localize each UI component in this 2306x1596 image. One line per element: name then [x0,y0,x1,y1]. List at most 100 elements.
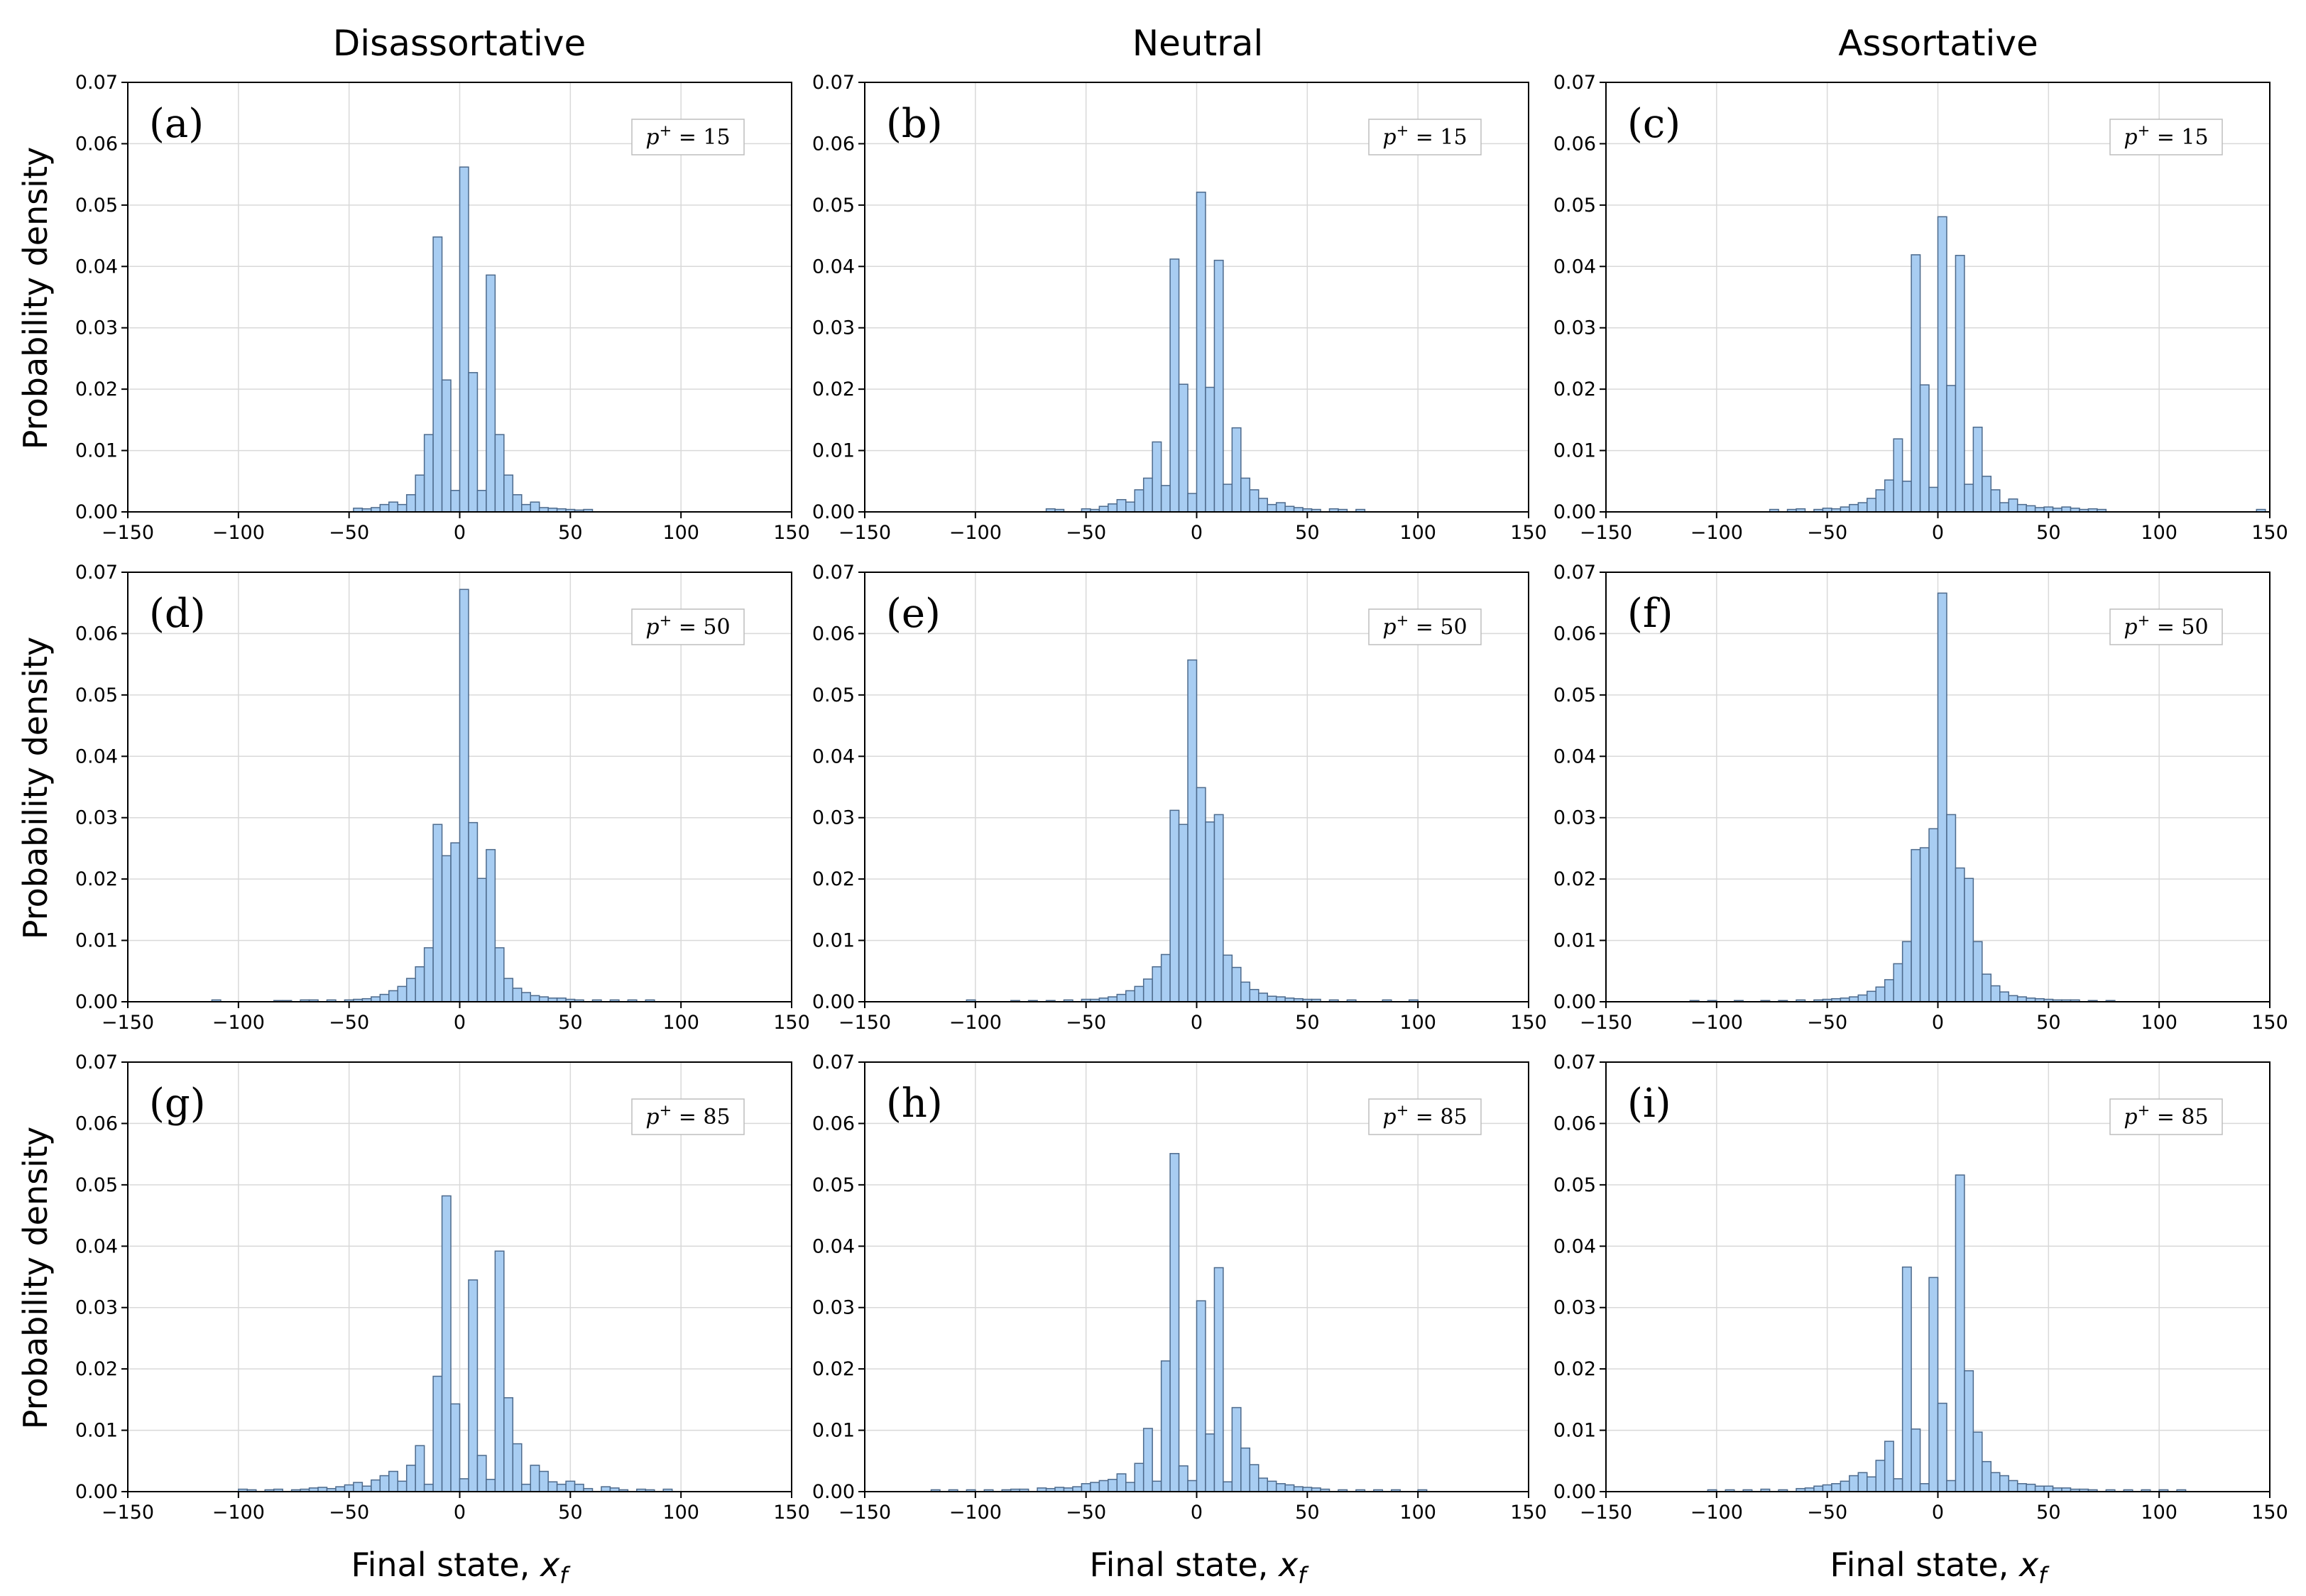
histogram-bar [494,434,505,513]
legend-box [2109,1098,2223,1135]
histogram-bar [1267,995,1277,1002]
y-ticks: 0.00 0.01 0.02 0.03 0.04 0.05 0.06 0.07 [1553,72,1606,523]
histogram-bar [1258,993,1268,1002]
y-tick-label: 0.06 [812,623,855,645]
histogram-bar [1893,963,1903,1002]
histogram-bar [1160,485,1171,513]
histogram-bar [565,1480,576,1492]
legend-superscript: + [1397,1102,1409,1119]
x-tick-label: 0 [1932,1012,1944,1034]
legend-box [1368,1098,1482,1135]
histogram-bar [1990,985,2001,1002]
histogram-bar [423,947,434,1002]
x-tick-label: −100 [949,522,1002,544]
histogram-bar [1116,498,1127,513]
y-tick-label: 0.04 [75,256,118,278]
y-tick-label: 0.06 [1553,133,1596,155]
x-tick-label: 150 [773,1502,810,1524]
legend-text: p+ = 50 [2124,612,2208,640]
x-tick-label: −50 [1066,522,1106,544]
y-tick-label: 0.05 [1553,195,1596,217]
x-ticks: −150 −100 −50 0 50 100 150 [838,512,1547,544]
histogram-bar [1116,1473,1127,1492]
histogram-bar [415,1445,425,1492]
y-ticks: 0.00 0.01 0.02 0.03 0.04 0.05 0.06 0.07 [812,72,865,523]
x-tick-label: −100 [1690,1502,1743,1524]
histogram-bar [1911,848,1921,1002]
y-tick-label: 0.07 [812,562,855,584]
y-tick-label: 0.02 [75,868,118,890]
legend-box [631,1098,745,1135]
histogram-bar [1258,1477,1268,1492]
x-ticks: −150 −100 −50 0 50 100 150 [102,1002,810,1034]
x-tick-label: −100 [212,1012,265,1034]
y-tick-label: 0.04 [75,1235,118,1257]
x-ticks: −150 −100 −50 0 50 100 150 [1580,1002,2288,1034]
histogram-bar [405,494,416,513]
histogram-bar [1813,1485,1824,1492]
y-tick-label: 0.06 [1553,1113,1596,1135]
histogram-bar [476,878,487,1002]
histogram-bar [397,503,408,513]
x-tick-label: 100 [1399,522,1436,544]
y-tick-label: 0.07 [1553,562,1596,584]
histogram-bar [2016,503,2027,513]
x-ticks: −150 −100 −50 0 50 100 150 [838,1492,1547,1524]
x-tick-label: 0 [454,1012,466,1034]
histogram-bar [1231,427,1242,513]
histogram-bar [379,1475,390,1492]
histogram-bar [1249,988,1259,1002]
legend-value: = 50 [2150,615,2208,640]
y-tick-label: 0.05 [75,1174,118,1196]
histogram-bar [388,990,398,1002]
histogram-bar [1187,1480,1198,1492]
histogram-bar [1884,979,1894,1002]
y-ticks: 0.00 0.01 0.02 0.03 0.04 0.05 0.06 0.07 [75,1051,128,1503]
legend-text: p+ = 85 [2124,1102,2208,1130]
histogram-bar [459,589,469,1002]
histogram-bar [1213,1267,1224,1492]
histogram-bar [371,1479,381,1492]
x-tick-label: −150 [1580,522,1632,544]
column-title-disassortative: Disassortative [333,23,586,64]
histogram-bar [521,992,531,1002]
panel-a: −150 −100 −50 0 50 100 150 0.00 0.01 0.02 0.03 0.04… [75,72,810,544]
x-tick-label: 50 [1295,522,1319,544]
histogram-bar [397,985,408,1002]
y-tick-label: 0.05 [75,195,118,217]
y-tick-label: 0.04 [1553,1235,1596,1257]
x-tick-label: 50 [2036,1012,2060,1034]
y-tick-label: 0.00 [1553,501,1596,523]
y-ticks: 0.00 0.01 0.02 0.03 0.04 0.05 0.06 0.07 [75,562,128,1013]
histogram-bar [2016,996,2027,1002]
y-ticks: 0.00 0.01 0.02 0.03 0.04 0.05 0.06 0.07 [812,562,865,1013]
y-tick-label: 0.06 [75,623,118,645]
histogram-bar [388,501,398,513]
x-tick-label: 50 [1295,1012,1319,1034]
histogram-bar [1840,506,1850,513]
x-tick-label: −150 [1580,1502,1632,1524]
histogram-bar [397,1480,408,1492]
histogram-bar [1928,828,1939,1002]
histogram-bar [1108,503,1118,513]
histogram-bar [1964,878,1974,1002]
histogram-bar [1142,978,1153,1002]
histogram-bar [538,1470,549,1492]
legend-box [631,608,745,645]
y-tick-label: 0.04 [1553,745,1596,767]
x-tick-label: 150 [1510,522,1547,544]
y-tick-label: 0.04 [812,745,855,767]
histogram-bar [503,474,514,513]
histogram-bar [547,1481,558,1492]
histogram-bar [415,966,425,1002]
legend-superscript: + [660,612,672,629]
x-tick-label: 150 [773,522,810,544]
histogram-bar [1964,483,1974,513]
legend: p+ = 15 [631,119,745,155]
x-tick-label: −50 [329,522,369,544]
y-tick-label: 0.02 [812,378,855,400]
histogram-bar [432,824,443,1002]
histogram-bar [432,236,443,513]
histogram-bar [1142,1428,1153,1492]
